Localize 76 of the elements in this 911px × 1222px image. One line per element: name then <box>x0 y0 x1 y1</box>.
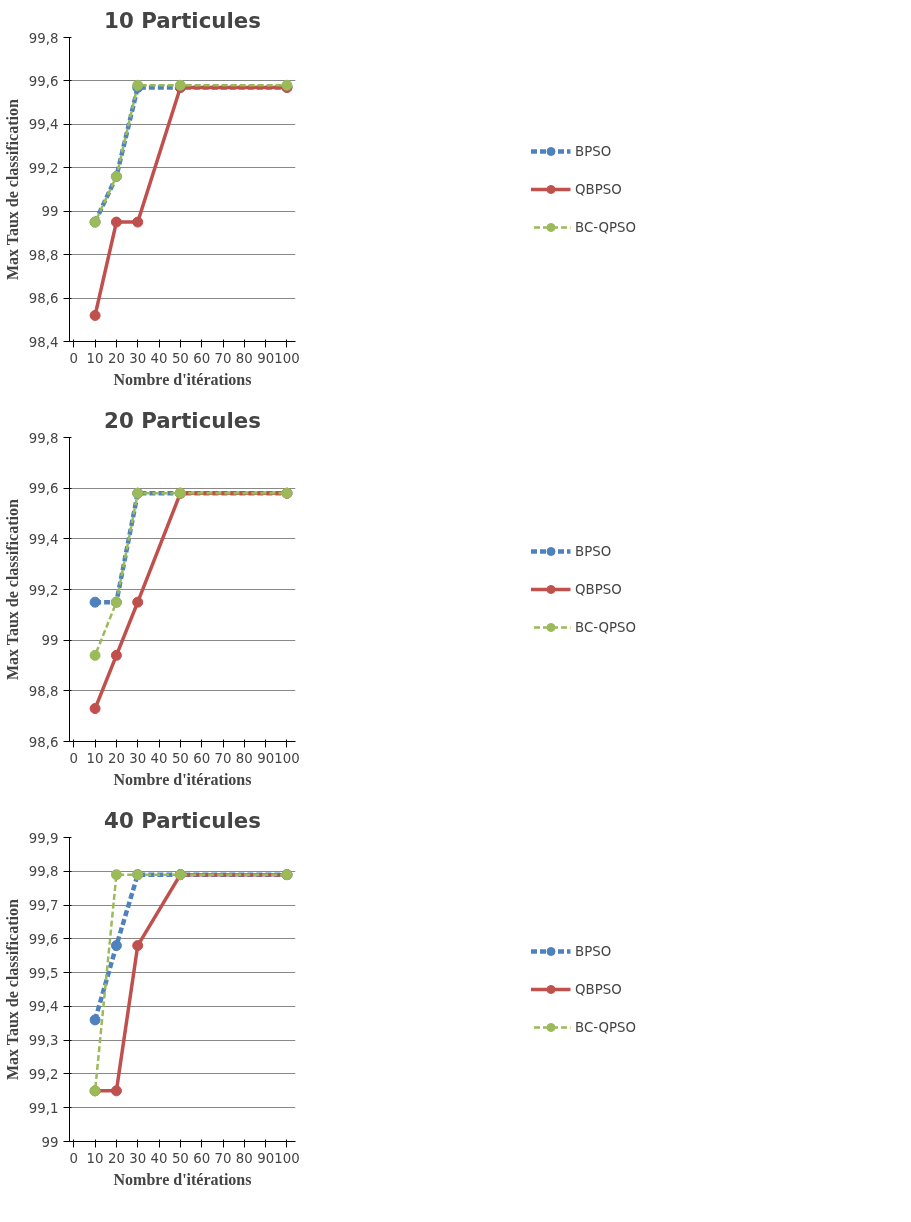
y-tick-label: 98,6 <box>28 734 59 750</box>
y-tick-label: 99,5 <box>28 965 59 981</box>
legend-label: QBPSO <box>575 181 623 197</box>
x-tick-label: 100 <box>274 350 300 366</box>
x-tick-label: 0 <box>69 750 79 766</box>
x-tick-label: 80 <box>235 1150 253 1166</box>
y-tick-label: 99 <box>41 633 59 649</box>
x-tick-label: 90 <box>257 1150 275 1166</box>
y-axis-title: Max Taux de classification <box>3 899 21 1081</box>
legend-label: BPSO <box>575 143 613 159</box>
x-tick-label: 50 <box>171 350 189 366</box>
x-axis-title: Nombre d'itérations <box>113 370 252 388</box>
y-tick-label: 99,8 <box>28 864 59 880</box>
legend-label: BPSO <box>575 543 613 559</box>
y-tick-label: 99,8 <box>28 30 59 46</box>
y-tick-label: 99,2 <box>28 1066 59 1082</box>
y-tick-label: 99,4 <box>28 531 59 547</box>
y-tick-label: 99,4 <box>28 999 59 1015</box>
y-tick-label: 99,1 <box>28 1100 59 1116</box>
y-tick-label: 99 <box>41 1134 59 1150</box>
y-tick-label: 99,9 <box>28 830 59 846</box>
chart-title: 20 Particules <box>104 407 261 433</box>
chart-title: 40 Particules <box>104 807 261 833</box>
x-axis-title: Nombre d'itérations <box>113 770 252 788</box>
y-axis-title: Max Taux de classification <box>3 99 21 281</box>
y-tick-label: 98,6 <box>28 291 59 307</box>
chart-title: 10 Particules <box>104 7 261 33</box>
x-tick-label: 90 <box>257 350 275 366</box>
x-tick-label: 20 <box>107 350 125 366</box>
x-tick-label: 20 <box>107 1150 125 1166</box>
x-tick-label: 60 <box>193 1150 211 1166</box>
x-tick-label: 60 <box>193 350 211 366</box>
x-tick-label: 20 <box>107 750 125 766</box>
x-tick-label: 30 <box>129 350 147 366</box>
x-tick-label: 70 <box>214 350 232 366</box>
x-tick-label: 10 <box>86 1150 104 1166</box>
y-tick-label: 98,4 <box>28 334 59 350</box>
x-tick-label: 100 <box>274 1150 300 1166</box>
y-tick-label: 99,3 <box>28 1033 59 1049</box>
y-tick-label: 99 <box>41 204 59 220</box>
legend-label: BC-QPSO <box>575 1019 637 1035</box>
x-tick-label: 50 <box>171 1150 189 1166</box>
x-tick-label: 0 <box>69 350 79 366</box>
x-axis-title: Nombre d'itérations <box>113 1170 252 1188</box>
x-tick-label: 80 <box>235 750 253 766</box>
x-tick-label: 10 <box>86 750 104 766</box>
x-tick-label: 10 <box>86 350 104 366</box>
x-tick-label: 80 <box>235 350 253 366</box>
legend-label: QBPSO <box>575 581 623 597</box>
y-tick-label: 99,6 <box>28 73 59 89</box>
x-tick-label: 100 <box>274 750 300 766</box>
y-tick-label: 99,4 <box>28 117 59 133</box>
y-tick-label: 98,8 <box>28 683 59 699</box>
x-tick-label: 40 <box>150 350 168 366</box>
y-tick-label: 99,6 <box>28 931 59 947</box>
x-tick-label: 70 <box>214 1150 232 1166</box>
legend-label: BC-QPSO <box>575 619 637 635</box>
x-tick-label: 30 <box>129 750 147 766</box>
x-tick-label: 40 <box>150 750 168 766</box>
x-tick-label: 60 <box>193 750 211 766</box>
x-tick-label: 0 <box>69 1150 79 1166</box>
y-tick-label: 99,7 <box>28 898 59 914</box>
legend-label: BC-QPSO <box>575 219 637 235</box>
x-tick-label: 90 <box>257 750 275 766</box>
x-tick-label: 50 <box>171 750 189 766</box>
x-tick-label: 30 <box>129 1150 147 1166</box>
y-tick-label: 99,8 <box>28 430 59 446</box>
x-tick-label: 40 <box>150 1150 168 1166</box>
legend-label: QBPSO <box>575 981 623 997</box>
y-axis-title: Max Taux de classification <box>3 499 21 681</box>
y-tick-label: 98,8 <box>28 247 59 263</box>
y-tick-label: 99,2 <box>28 582 59 598</box>
y-tick-label: 99,2 <box>28 160 59 176</box>
legend-label: BPSO <box>575 943 613 959</box>
y-tick-label: 99,6 <box>28 481 59 497</box>
x-tick-label: 70 <box>214 750 232 766</box>
